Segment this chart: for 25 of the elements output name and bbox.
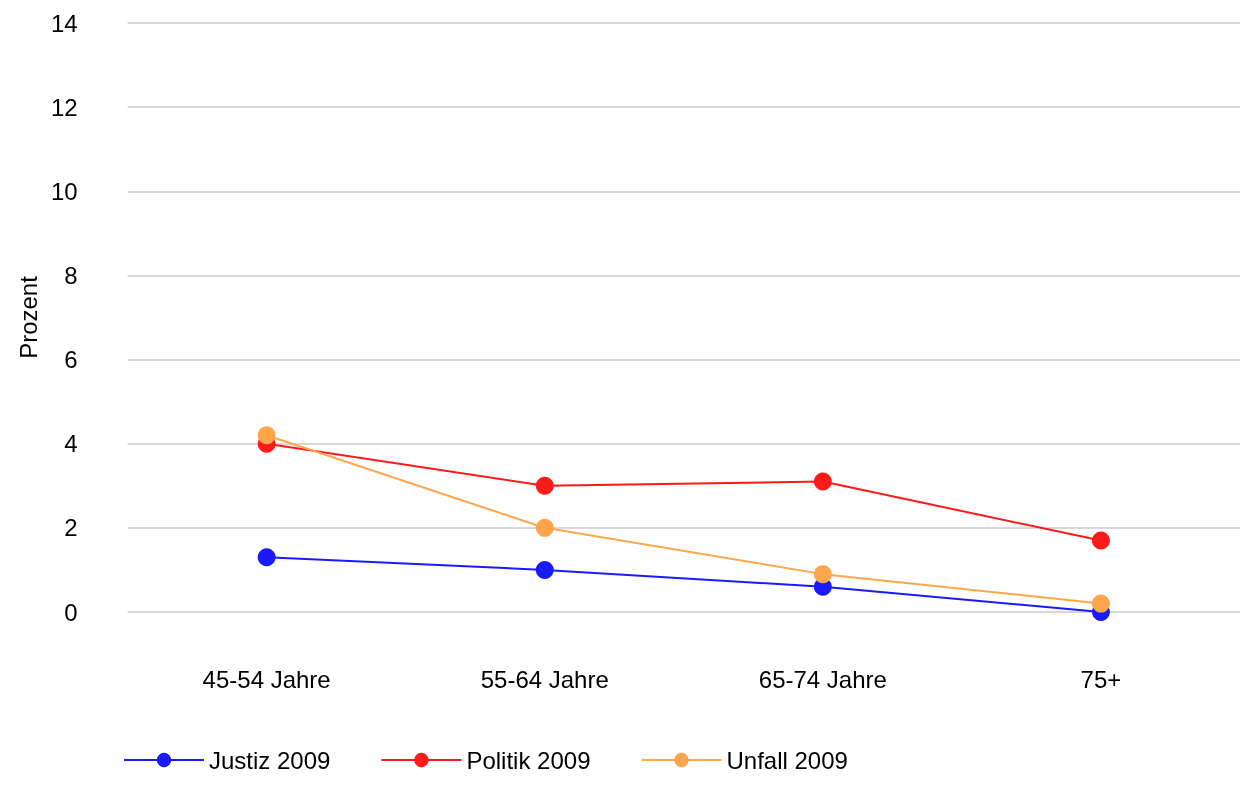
legend-label: Politik 2009 bbox=[466, 746, 591, 774]
point bbox=[1091, 531, 1110, 550]
y-tick-label: 4 bbox=[64, 430, 78, 458]
y-tick-label: 14 bbox=[50, 9, 78, 37]
point bbox=[813, 565, 832, 584]
point bbox=[535, 518, 554, 537]
point bbox=[257, 426, 276, 445]
x-tick-label: 55-64 Jahre bbox=[480, 665, 609, 693]
point bbox=[535, 476, 554, 495]
y-tick-label: 2 bbox=[64, 514, 78, 542]
point bbox=[257, 548, 276, 567]
legend-label: Unfall 2009 bbox=[726, 746, 848, 774]
y-tick-label: 10 bbox=[50, 177, 78, 205]
x-tick-label: 65-74 Jahre bbox=[758, 665, 887, 693]
x-tick-label: 75+ bbox=[1080, 665, 1122, 693]
y-tick-label: 8 bbox=[64, 261, 78, 289]
legend-label: Justiz 2009 bbox=[209, 746, 331, 774]
point bbox=[813, 472, 832, 491]
y-tick-label: 0 bbox=[64, 598, 78, 626]
x-tick-label: 45-54 Jahre bbox=[202, 665, 331, 693]
point bbox=[535, 560, 554, 579]
y-axis-title: Prozent bbox=[14, 275, 42, 359]
y-tick-label: 12 bbox=[50, 93, 78, 121]
y-tick-label: 6 bbox=[64, 346, 78, 374]
point bbox=[1091, 594, 1110, 613]
